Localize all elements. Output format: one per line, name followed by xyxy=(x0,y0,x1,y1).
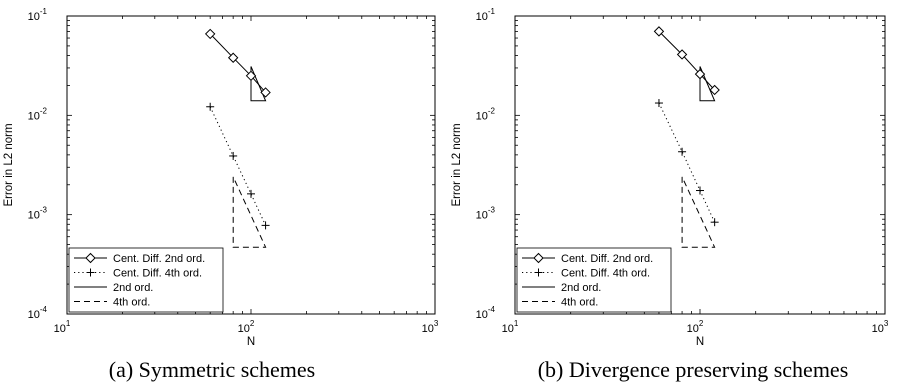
x-tick-label: 102 xyxy=(238,319,255,335)
data-point xyxy=(654,99,663,108)
legend-marker xyxy=(85,252,96,264)
legend-label: 4th ord. xyxy=(561,297,598,309)
legend: Cent. Diff. 2nd ord. Cent. Diff. 4th ord.… xyxy=(68,247,224,313)
data-point xyxy=(694,68,706,80)
y-tick-label: 10-3 xyxy=(28,206,48,222)
y-tick-label: 10-2 xyxy=(28,106,48,122)
data-point xyxy=(696,186,704,195)
legend-label: 4th ord. xyxy=(113,297,150,309)
reference-triangle-1 xyxy=(699,66,716,102)
x-tick-label: 101 xyxy=(54,319,71,335)
series-line-2 xyxy=(658,102,716,223)
data-point xyxy=(710,218,719,227)
data-point xyxy=(676,49,688,60)
y-tick-label: 10-1 xyxy=(28,7,48,23)
legend-marker xyxy=(533,252,544,264)
data-point xyxy=(678,147,687,156)
legend-marker xyxy=(534,268,543,277)
legend-label: 2nd ord. xyxy=(561,282,601,294)
x-tick-label: 101 xyxy=(502,319,519,335)
x-tick-label: 103 xyxy=(422,319,439,335)
legend: Cent. Diff. 2nd ord. Cent. Diff. 4th ord.… xyxy=(516,247,672,313)
data-point xyxy=(260,87,271,98)
x-tick-label: 103 xyxy=(872,319,889,335)
chart-panel-2: 101 102 103 10-4 10-3 10-2 10-1 N Error in L2 no… xyxy=(451,7,889,382)
y-tick-label: 10-3 xyxy=(476,206,496,222)
data-point xyxy=(247,189,255,198)
reference-triangle-2 xyxy=(232,176,267,248)
series-line-2 xyxy=(209,106,267,226)
data-point xyxy=(227,52,239,63)
legend-label: Cent. Diff. 2nd ord. xyxy=(561,253,653,265)
y-axis-label: Error in L2 norm xyxy=(3,123,15,206)
reference-triangle-2 xyxy=(681,176,716,248)
y-axis-label: Error in L2 norm xyxy=(451,123,463,206)
chart-panel-1: 101 102 103 10-4 10-3 10-2 10-1 N Error in L2 no… xyxy=(3,7,439,382)
data-point xyxy=(245,70,257,82)
legend-marker xyxy=(86,268,95,277)
series-line-1 xyxy=(658,31,715,91)
y-tick-label: 10-1 xyxy=(476,7,496,23)
x-axis-label: N xyxy=(696,336,704,348)
panel-caption: (b) Divergence preserving schemes xyxy=(538,357,849,382)
x-axis-label: N xyxy=(247,336,255,348)
legend-label: Cent. Diff. 4th ord. xyxy=(561,268,650,280)
data-point xyxy=(709,84,720,96)
data-point xyxy=(206,102,215,111)
data-point xyxy=(229,151,238,160)
data-point xyxy=(204,28,216,40)
y-tick-label: 10-4 xyxy=(476,305,496,321)
legend-label: Cent. Diff. 4th ord. xyxy=(113,268,202,280)
data-point xyxy=(653,26,665,37)
y-tick-label: 10-2 xyxy=(476,106,496,122)
y-tick-label: 10-4 xyxy=(28,305,48,321)
series-line-1 xyxy=(209,33,266,93)
legend-label: Cent. Diff. 2nd ord. xyxy=(113,253,205,265)
x-tick-label: 102 xyxy=(687,319,704,335)
data-point xyxy=(261,221,270,230)
legend-label: 2nd ord. xyxy=(113,282,153,294)
panel-caption: (a) Symmetric schemes xyxy=(109,357,316,382)
